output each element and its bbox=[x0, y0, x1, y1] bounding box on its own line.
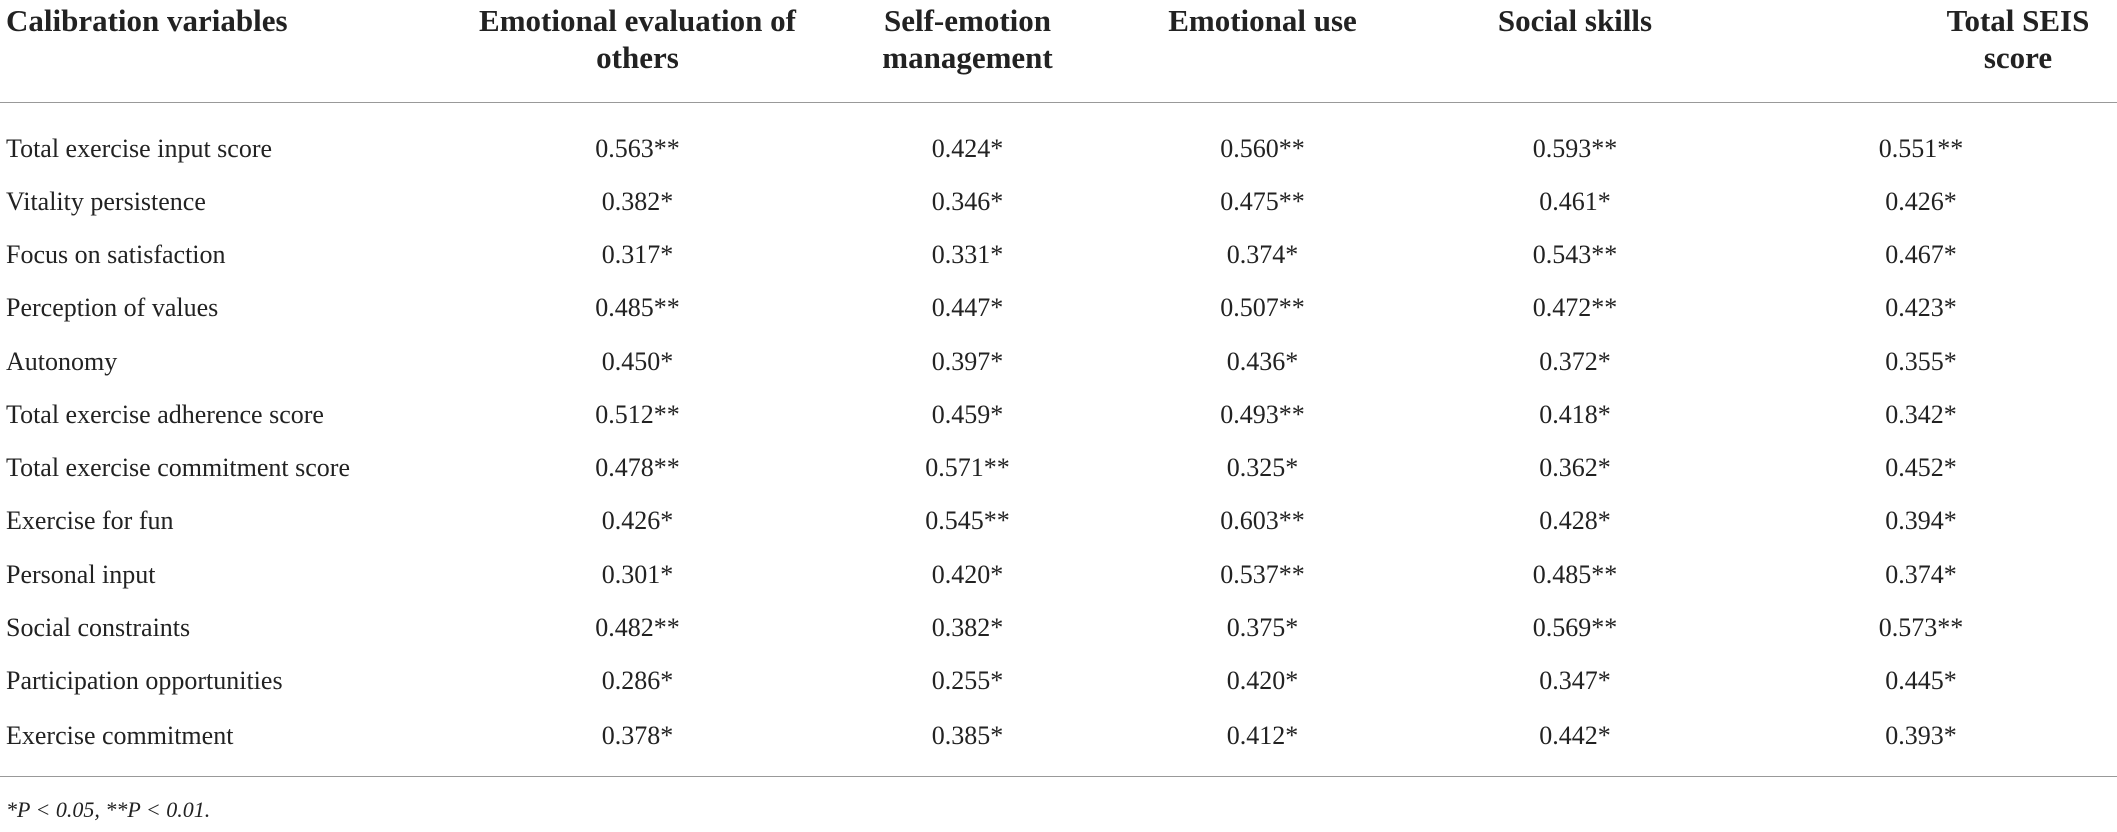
table-cell: 0.563** bbox=[595, 134, 680, 163]
row-label: Social constraints bbox=[6, 613, 191, 643]
table-cell: 0.537** bbox=[1220, 559, 1305, 589]
table-row: Perception of values 0.485** 0.447* 0.507**… bbox=[0, 282, 2117, 335]
header-emotional-evaluation-of-others: Emotional evaluation of others bbox=[440, 0, 835, 103]
table-row: Total exercise adherence score 0.512** 0.4… bbox=[0, 388, 2117, 441]
table-cell: 0.426* bbox=[1885, 186, 1957, 216]
row-label: Exercise for fun bbox=[6, 506, 174, 536]
table-row: Total exercise input score 0.563** 0.424* 0… bbox=[0, 103, 2117, 176]
table-cell: 0.325* bbox=[1226, 453, 1299, 483]
table-row: Autonomy 0.450* 0.397* 0.436* 0.372* 0.355* bbox=[0, 335, 2117, 388]
table-cell: 0.393* bbox=[1725, 707, 2117, 777]
table-cell: 0.362* bbox=[1539, 453, 1611, 483]
table-cell: 0.317* bbox=[601, 239, 674, 269]
table-cell: 0.493** bbox=[1220, 399, 1305, 429]
table-cell: 0.543** bbox=[1532, 239, 1618, 269]
table-cell: 0.551** bbox=[1878, 134, 1964, 163]
row-label: Personal input bbox=[6, 559, 156, 589]
table-cell: 0.507** bbox=[1220, 293, 1305, 323]
table-cell: 0.482** bbox=[595, 613, 680, 643]
correlation-table: Calibration variables Emotional evaluati… bbox=[0, 0, 2117, 777]
header-calibration-variables: Calibration variables bbox=[0, 0, 440, 103]
row-label: Total exercise adherence score bbox=[6, 399, 324, 429]
table-body: Total exercise input score 0.563** 0.424* 0… bbox=[0, 103, 2117, 777]
header-total-seis-score: Total SEIS score bbox=[1725, 0, 2117, 103]
table-cell: 0.424* bbox=[931, 134, 1004, 163]
table-cell: 0.447* bbox=[931, 293, 1004, 323]
table-row: Focus on satisfaction 0.317* 0.331* 0.374* 0… bbox=[0, 228, 2117, 281]
row-label: Vitality persistence bbox=[6, 186, 206, 216]
table-cell: 0.545** bbox=[925, 506, 1010, 536]
table-cell: 0.461* bbox=[1539, 186, 1611, 216]
row-label: Exercise commitment bbox=[0, 707, 440, 777]
table-cell: 0.467* bbox=[1885, 239, 1957, 269]
table-cell: 0.378* bbox=[440, 707, 835, 777]
table-cell: 0.478** bbox=[595, 453, 680, 483]
table-cell: 0.286* bbox=[601, 666, 674, 696]
row-label: Autonomy bbox=[6, 346, 118, 376]
table-cell: 0.374* bbox=[1885, 559, 1957, 589]
table-cell: 0.382* bbox=[931, 613, 1004, 643]
table-cell: 0.420* bbox=[931, 559, 1004, 589]
table-cell: 0.512** bbox=[595, 399, 680, 429]
table-cell: 0.603** bbox=[1220, 506, 1305, 536]
table-cell: 0.485** bbox=[595, 293, 680, 323]
row-label: Total exercise commitment score bbox=[6, 453, 350, 483]
table-cell: 0.569** bbox=[1532, 613, 1618, 643]
table-cell: 0.428* bbox=[1539, 506, 1611, 536]
table-cell: 0.472** bbox=[1532, 293, 1618, 323]
table-cell: 0.420* bbox=[1226, 666, 1299, 696]
table-cell: 0.573** bbox=[1878, 613, 1964, 643]
table-cell: 0.445* bbox=[1885, 666, 1957, 696]
table-cell: 0.442* bbox=[1425, 707, 1725, 777]
table-header: Calibration variables Emotional evaluati… bbox=[0, 0, 2117, 103]
table-footnote: *P < 0.05, **P < 0.01. bbox=[6, 797, 211, 822]
table-cell: 0.412* bbox=[1100, 707, 1425, 777]
table-cell: 0.394* bbox=[1885, 506, 1957, 536]
table-cell: 0.450* bbox=[601, 346, 674, 376]
table-cell: 0.355* bbox=[1885, 346, 1957, 376]
header-self-emotion-management: Self-emotion management bbox=[835, 0, 1100, 103]
table-cell: 0.426* bbox=[601, 506, 674, 536]
table-row: Participation opportunities 0.286* 0.255* 0… bbox=[0, 655, 2117, 708]
table-row: Vitality persistence 0.382* 0.346* 0.475** 0… bbox=[0, 175, 2117, 228]
table-cell: 0.375* bbox=[1226, 613, 1299, 643]
table-cell: 0.255* bbox=[931, 666, 1004, 696]
table-cell: 0.571** bbox=[925, 453, 1010, 483]
table-cell: 0.560** bbox=[1220, 134, 1305, 163]
row-label: Perception of values bbox=[6, 293, 219, 323]
table-cell: 0.485** bbox=[1532, 559, 1618, 589]
table-cell: 0.475** bbox=[1220, 186, 1305, 216]
table-cell: 0.423* bbox=[1885, 293, 1957, 323]
table-cell: 0.331* bbox=[931, 239, 1004, 269]
table-cell: 0.385* bbox=[835, 707, 1100, 777]
table-cell: 0.459* bbox=[931, 399, 1004, 429]
table-cell: 0.593** bbox=[1532, 134, 1618, 163]
header-emotional-use: Emotional use bbox=[1100, 0, 1425, 103]
table-cell: 0.372* bbox=[1539, 346, 1611, 376]
table-row: Exercise commitment 0.378* 0.385* 0.412* 0.4… bbox=[0, 707, 2117, 777]
row-label: Participation opportunities bbox=[6, 666, 283, 696]
table-cell: 0.397* bbox=[931, 346, 1004, 376]
header-social-skills: Social skills bbox=[1425, 0, 1725, 103]
correlation-table-container: Calibration variables Emotional evaluati… bbox=[0, 0, 2117, 777]
table-cell: 0.342* bbox=[1885, 399, 1957, 429]
row-label: Focus on satisfaction bbox=[6, 239, 226, 269]
table-cell: 0.452* bbox=[1885, 453, 1957, 483]
table-cell: 0.382* bbox=[601, 186, 674, 216]
table-row: Exercise for fun 0.426* 0.545** 0.603** 0.42… bbox=[0, 495, 2117, 548]
table-cell: 0.436* bbox=[1226, 346, 1299, 376]
table-cell: 0.346* bbox=[931, 186, 1004, 216]
table-cell: 0.301* bbox=[601, 559, 674, 589]
table-row: Social constraints 0.482** 0.382* 0.375* 0.5… bbox=[0, 601, 2117, 654]
row-label: Total exercise input score bbox=[6, 134, 273, 163]
table-cell: 0.374* bbox=[1226, 239, 1299, 269]
header-row: Calibration variables Emotional evaluati… bbox=[0, 0, 2117, 103]
table-cell: 0.347* bbox=[1539, 666, 1611, 696]
table-row: Personal input 0.301* 0.420* 0.537** 0.485**… bbox=[0, 548, 2117, 601]
table-cell: 0.418* bbox=[1539, 399, 1611, 429]
table-row: Total exercise commitment score 0.478** 0.… bbox=[0, 441, 2117, 494]
